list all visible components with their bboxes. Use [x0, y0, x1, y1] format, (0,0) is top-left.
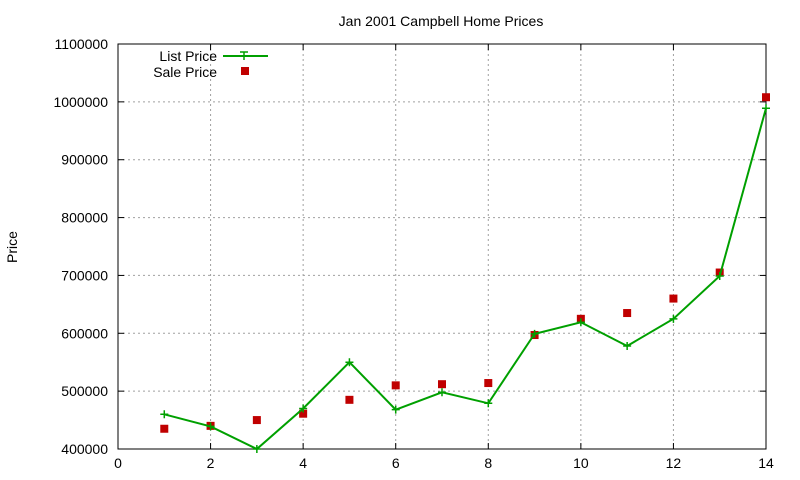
sale-price-point [345, 395, 354, 404]
legend-marker-list-price [240, 51, 248, 60]
sale-price-point [391, 381, 400, 390]
y-axis-label: Price [4, 231, 20, 263]
chart-title: Jan 2001 Campbell Home Prices [339, 13, 544, 29]
sale-price-point [623, 309, 632, 318]
y-tick-label: 500000 [61, 383, 108, 399]
list-price-point [762, 104, 770, 113]
x-tick-label: 0 [114, 455, 122, 471]
x-tick-label: 14 [758, 455, 774, 471]
list-price-point [252, 445, 261, 453]
legend-label-sale-price: Sale Price [153, 64, 217, 80]
sale-price-point [160, 424, 169, 433]
list-price-point [438, 388, 446, 397]
list-price-point [576, 318, 585, 327]
list-price-line [164, 107, 767, 451]
plot-frame [117, 43, 767, 450]
list-price-point [484, 399, 493, 408]
list-price-point [345, 358, 354, 367]
series-layer [160, 93, 770, 453]
sale-price-point [484, 379, 493, 388]
grid-lines [118, 44, 766, 449]
sale-price-point [669, 294, 678, 303]
y-tick-label: 1000000 [53, 94, 108, 110]
list-price-point [391, 405, 400, 414]
y-tick-label: 600000 [61, 325, 108, 341]
x-tick-label: 2 [207, 455, 215, 471]
legend-marker-sale-price [241, 67, 249, 75]
y-tick-label: 900000 [61, 152, 108, 168]
x-tick-label: 12 [666, 455, 682, 471]
legend-label-list-price: List Price [159, 48, 217, 64]
list-price-point [715, 272, 724, 281]
legend: List Price Sale Price [153, 48, 268, 80]
list-price-point [299, 404, 308, 413]
list-price-point [530, 329, 539, 338]
list-price-point [160, 410, 169, 419]
sale-price-point [252, 416, 261, 425]
y-tick-label: 400000 [61, 441, 108, 457]
list-price-point [623, 342, 632, 351]
x-tick-label: 6 [392, 455, 400, 471]
sale-price-point [438, 380, 446, 389]
x-tick-label: 4 [299, 455, 307, 471]
list-price-point [206, 422, 215, 431]
y-tick-label: 700000 [61, 267, 108, 283]
y-tick-label: 800000 [61, 210, 108, 226]
list-price-point [669, 314, 678, 323]
y-tick-label: 1100000 [55, 36, 109, 52]
sale-price-point [762, 93, 770, 102]
axis-ticks: 0 2 4 6 8 10 12 14 400000 500000 600000 700000 80000… [53, 36, 774, 471]
x-tick-label: 8 [484, 455, 492, 471]
sale-price-point [299, 409, 308, 418]
x-tick-label: 10 [573, 455, 589, 471]
